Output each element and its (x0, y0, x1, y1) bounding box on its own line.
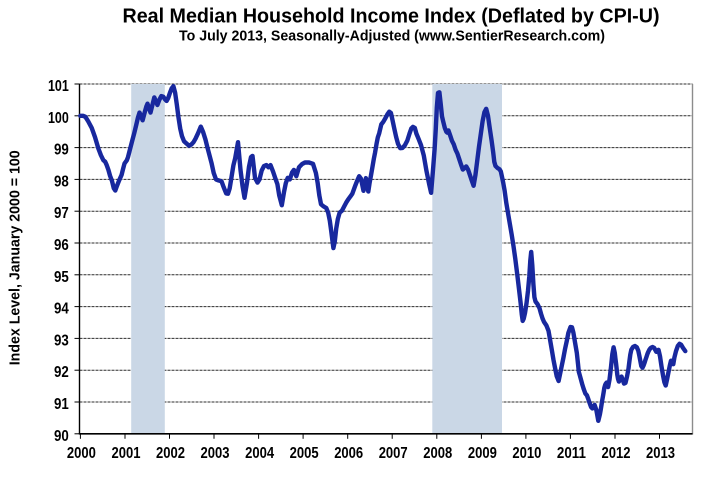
svg-text:2010: 2010 (512, 445, 541, 462)
svg-text:93: 93 (54, 332, 69, 349)
svg-text:2006: 2006 (334, 445, 363, 462)
svg-text:100: 100 (48, 110, 69, 127)
svg-text:90: 90 (54, 428, 69, 445)
svg-text:2005: 2005 (290, 445, 319, 462)
svg-text:2009: 2009 (468, 445, 497, 462)
svg-text:Index Level, January 2000 = 10: Index Level, January 2000 = 100 (8, 150, 24, 365)
svg-text:2001: 2001 (112, 445, 141, 462)
svg-text:2007: 2007 (379, 445, 408, 462)
svg-text:101: 101 (48, 78, 69, 95)
svg-text:99: 99 (54, 142, 69, 159)
svg-text:94: 94 (54, 301, 69, 318)
svg-text:97: 97 (54, 205, 69, 222)
svg-text:2012: 2012 (602, 445, 631, 462)
svg-text:96: 96 (54, 237, 69, 254)
svg-text:To July 2013, Seasonally-Adjus: To July 2013, Seasonally-Adjusted (www.S… (179, 28, 605, 45)
svg-text:2004: 2004 (245, 445, 274, 462)
svg-text:2011: 2011 (557, 445, 586, 462)
svg-text:Real Median Household Income I: Real Median Household Income Index (Defl… (123, 6, 660, 28)
svg-text:2002: 2002 (156, 445, 185, 462)
svg-text:92: 92 (54, 364, 69, 381)
svg-text:95: 95 (54, 269, 69, 286)
svg-text:2000: 2000 (67, 445, 96, 462)
svg-text:98: 98 (54, 173, 69, 190)
svg-text:2008: 2008 (423, 445, 452, 462)
svg-text:2003: 2003 (201, 445, 230, 462)
svg-text:2013: 2013 (646, 445, 675, 462)
svg-text:91: 91 (54, 396, 69, 413)
